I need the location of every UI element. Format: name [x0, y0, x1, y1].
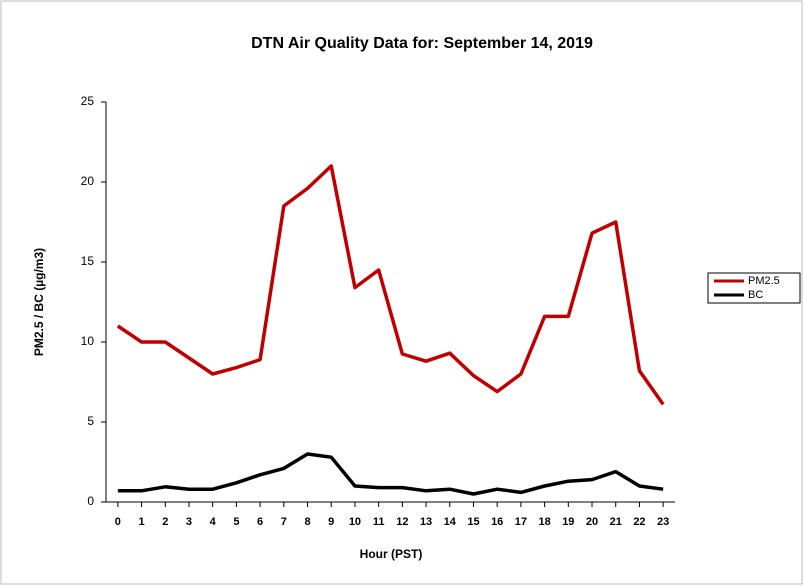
x-tick-label: 12	[396, 516, 408, 528]
x-tick-label: 16	[491, 516, 503, 528]
line-series	[117, 452, 664, 496]
x-tick-label: 0	[115, 516, 121, 528]
x-tick-label: 17	[515, 516, 527, 528]
y-tick-label: 5	[87, 414, 94, 428]
y-tick-label: 20	[81, 174, 95, 188]
x-tick-label: 2	[162, 516, 168, 528]
x-tick-label: 11	[373, 516, 385, 528]
x-tick-label: 9	[328, 516, 334, 528]
y-tick-label: 10	[81, 334, 95, 348]
x-tick-label: 10	[349, 516, 361, 528]
y-tick-label: 25	[81, 94, 95, 108]
x-tick-label: 13	[420, 516, 432, 528]
x-tick-label: 6	[257, 516, 263, 528]
x-tick-label: 20	[586, 516, 598, 528]
x-tick-label: 19	[562, 516, 574, 528]
x-tick-label: 22	[633, 516, 645, 528]
x-tick-label: 7	[281, 516, 287, 528]
x-tick-label: 14	[444, 516, 457, 528]
line-series	[116, 164, 665, 406]
x-tick-label: 18	[538, 516, 550, 528]
legend-label: PM2.5	[748, 275, 780, 287]
chart-title: DTN Air Quality Data for: September 14, …	[251, 35, 593, 52]
x-tick-label: 21	[610, 516, 622, 528]
y-tick-label: 15	[81, 254, 95, 268]
x-tick-label: 4	[210, 516, 217, 528]
legend-label: BC	[748, 289, 763, 301]
legend-box	[707, 272, 801, 304]
x-tick-label: 15	[467, 516, 479, 528]
x-tick-label: 1	[139, 516, 145, 528]
x-tick-label: 8	[304, 516, 310, 528]
y-tick-label: 0	[87, 494, 94, 508]
x-tick-label: 3	[186, 516, 192, 528]
y-axis-label: PM2.5 / BC (µg/m3)	[32, 248, 46, 356]
x-axis-label: Hour (PST)	[360, 547, 423, 561]
x-tick-label: 5	[233, 516, 239, 528]
x-tick-label: 23	[657, 516, 669, 528]
